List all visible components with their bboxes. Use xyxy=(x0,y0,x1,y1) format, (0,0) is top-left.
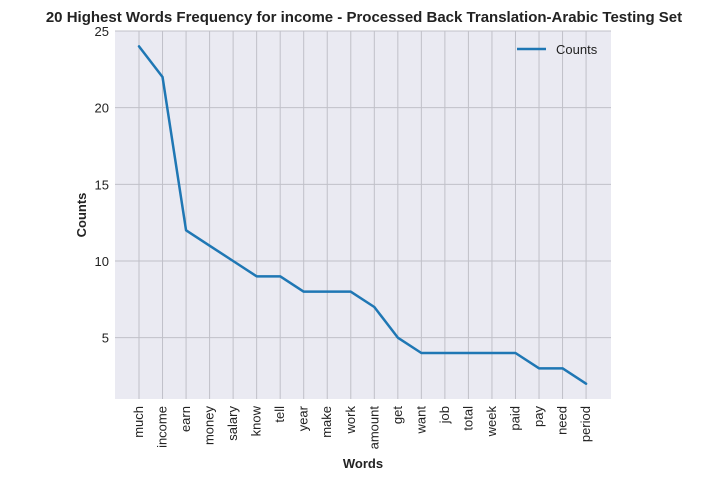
y-tick-label: 5 xyxy=(102,331,109,346)
y-tick-label: 20 xyxy=(95,101,109,116)
x-tick-label: week xyxy=(484,406,499,438)
x-tick-label: amount xyxy=(366,406,381,450)
y-tick-label: 10 xyxy=(95,254,109,269)
x-tick-label: much xyxy=(131,406,146,438)
x-tick-label: year xyxy=(296,405,311,431)
x-tick-label: get xyxy=(390,406,405,424)
x-tick-label: need xyxy=(555,406,570,435)
chart-title: 20 Highest Words Frequency for income - … xyxy=(46,9,682,26)
x-tick-label: make xyxy=(319,406,334,438)
x-tick-label: total xyxy=(460,406,475,431)
x-tick-label: paid xyxy=(507,406,522,431)
x-axis-label: Words xyxy=(343,456,383,471)
x-tick-label: period xyxy=(578,406,593,442)
x-tick-label: job xyxy=(437,406,452,424)
y-tick-label: 15 xyxy=(95,177,109,192)
x-tick-label: money xyxy=(202,406,217,446)
x-tick-label: earn xyxy=(178,406,193,432)
x-tick-label: pay xyxy=(531,406,546,427)
plot-area xyxy=(115,31,611,399)
y-tick-labels: 5 10 15 20 25 xyxy=(95,24,109,346)
y-axis-label: Counts xyxy=(74,193,89,238)
x-tick-label: tell xyxy=(272,406,287,423)
x-tick-label: know xyxy=(249,405,264,436)
x-tick-label: want xyxy=(413,406,428,435)
x-tick-label: income xyxy=(155,406,170,448)
y-tick-label: 25 xyxy=(95,24,109,39)
x-tick-label: salary xyxy=(225,406,240,441)
legend-label: Counts xyxy=(556,42,598,57)
x-tick-labels: much income earn money salary know tell year mak… xyxy=(131,405,593,449)
x-tick-label: work xyxy=(343,406,358,435)
